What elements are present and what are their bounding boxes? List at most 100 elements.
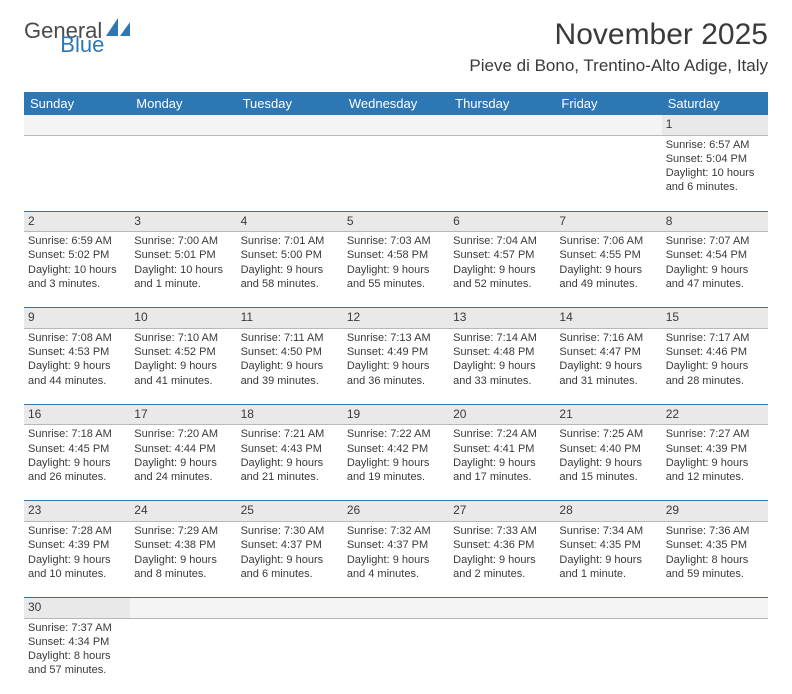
day-sr: Sunrise: 7:01 AM	[241, 234, 339, 248]
day-d1: Daylight: 9 hours	[666, 456, 764, 470]
day-ss: Sunset: 4:41 PM	[453, 442, 551, 456]
day-info-cell	[130, 618, 236, 694]
day-d2: and 15 minutes.	[559, 470, 657, 484]
day-number-cell	[662, 597, 768, 618]
day-info-cell: Sunrise: 7:21 AMSunset: 4:43 PMDaylight:…	[237, 425, 343, 501]
weekday-header: Friday	[555, 92, 661, 115]
day-d1: Daylight: 8 hours	[666, 553, 764, 567]
day-number-cell	[343, 115, 449, 135]
day-info-cell: Sunrise: 7:20 AMSunset: 4:44 PMDaylight:…	[130, 425, 236, 501]
day-info-cell: Sunrise: 6:59 AMSunset: 5:02 PMDaylight:…	[24, 232, 130, 308]
day-d1: Daylight: 9 hours	[347, 263, 445, 277]
day-sr: Sunrise: 7:30 AM	[241, 524, 339, 538]
day-number-cell: 4	[237, 211, 343, 232]
day-ss: Sunset: 5:00 PM	[241, 248, 339, 262]
day-d1: Daylight: 10 hours	[134, 263, 232, 277]
day-d2: and 52 minutes.	[453, 277, 551, 291]
day-d2: and 26 minutes.	[28, 470, 126, 484]
day-d1: Daylight: 9 hours	[134, 359, 232, 373]
day-info-row: Sunrise: 7:18 AMSunset: 4:45 PMDaylight:…	[24, 425, 768, 501]
day-sr: Sunrise: 7:21 AM	[241, 427, 339, 441]
day-sr: Sunrise: 7:16 AM	[559, 331, 657, 345]
day-info-cell: Sunrise: 7:33 AMSunset: 4:36 PMDaylight:…	[449, 521, 555, 597]
day-ss: Sunset: 4:39 PM	[28, 538, 126, 552]
day-sr: Sunrise: 6:59 AM	[28, 234, 126, 248]
day-d1: Daylight: 9 hours	[28, 359, 126, 373]
day-number-cell: 1	[662, 115, 768, 135]
day-sr: Sunrise: 7:03 AM	[347, 234, 445, 248]
day-info-cell: Sunrise: 7:10 AMSunset: 4:52 PMDaylight:…	[130, 328, 236, 404]
day-ss: Sunset: 4:40 PM	[559, 442, 657, 456]
day-d1: Daylight: 8 hours	[28, 649, 126, 663]
day-sr: Sunrise: 7:20 AM	[134, 427, 232, 441]
day-sr: Sunrise: 7:11 AM	[241, 331, 339, 345]
day-sr: Sunrise: 7:25 AM	[559, 427, 657, 441]
day-number-cell: 6	[449, 211, 555, 232]
day-number-cell	[555, 597, 661, 618]
day-ss: Sunset: 4:47 PM	[559, 345, 657, 359]
day-d1: Daylight: 9 hours	[559, 263, 657, 277]
day-d2: and 21 minutes.	[241, 470, 339, 484]
day-sr: Sunrise: 7:04 AM	[453, 234, 551, 248]
day-d2: and 12 minutes.	[666, 470, 764, 484]
day-info-cell: Sunrise: 7:14 AMSunset: 4:48 PMDaylight:…	[449, 328, 555, 404]
day-d1: Daylight: 10 hours	[28, 263, 126, 277]
day-number-cell: 19	[343, 404, 449, 425]
day-sr: Sunrise: 7:06 AM	[559, 234, 657, 248]
day-sr: Sunrise: 7:24 AM	[453, 427, 551, 441]
day-d2: and 41 minutes.	[134, 374, 232, 388]
day-number-cell: 25	[237, 501, 343, 522]
day-number-cell: 29	[662, 501, 768, 522]
day-d2: and 39 minutes.	[241, 374, 339, 388]
day-sr: Sunrise: 7:34 AM	[559, 524, 657, 538]
day-info-row: Sunrise: 6:57 AMSunset: 5:04 PMDaylight:…	[24, 135, 768, 211]
day-d2: and 6 minutes.	[666, 180, 764, 194]
title-block: November 2025 Pieve di Bono, Trentino-Al…	[469, 18, 768, 78]
day-d1: Daylight: 9 hours	[241, 456, 339, 470]
day-info-cell: Sunrise: 7:24 AMSunset: 4:41 PMDaylight:…	[449, 425, 555, 501]
logo-text-blue: Blue	[60, 32, 104, 57]
day-number-cell: 22	[662, 404, 768, 425]
day-d2: and 6 minutes.	[241, 567, 339, 581]
day-number-cell: 3	[130, 211, 236, 232]
day-number-row: 23242526272829	[24, 501, 768, 522]
day-number-row: 30	[24, 597, 768, 618]
weekday-header: Wednesday	[343, 92, 449, 115]
day-sr: Sunrise: 7:29 AM	[134, 524, 232, 538]
day-d1: Daylight: 9 hours	[453, 263, 551, 277]
day-info-cell: Sunrise: 6:57 AMSunset: 5:04 PMDaylight:…	[662, 135, 768, 211]
day-d2: and 28 minutes.	[666, 374, 764, 388]
day-info-cell: Sunrise: 7:25 AMSunset: 4:40 PMDaylight:…	[555, 425, 661, 501]
day-d2: and 1 minute.	[134, 277, 232, 291]
day-info-cell: Sunrise: 7:30 AMSunset: 4:37 PMDaylight:…	[237, 521, 343, 597]
day-info-row: Sunrise: 7:08 AMSunset: 4:53 PMDaylight:…	[24, 328, 768, 404]
day-sr: Sunrise: 7:32 AM	[347, 524, 445, 538]
day-info-cell: Sunrise: 7:16 AMSunset: 4:47 PMDaylight:…	[555, 328, 661, 404]
day-number-cell: 16	[24, 404, 130, 425]
day-number-cell	[343, 597, 449, 618]
day-info-row: Sunrise: 7:28 AMSunset: 4:39 PMDaylight:…	[24, 521, 768, 597]
day-d2: and 57 minutes.	[28, 663, 126, 677]
day-number-cell	[449, 597, 555, 618]
day-d2: and 17 minutes.	[453, 470, 551, 484]
day-number-row: 9101112131415	[24, 308, 768, 329]
day-info-cell	[130, 135, 236, 211]
day-info-cell	[555, 618, 661, 694]
day-info-cell	[343, 618, 449, 694]
day-d1: Daylight: 9 hours	[28, 553, 126, 567]
weekday-header: Sunday	[24, 92, 130, 115]
day-sr: Sunrise: 7:08 AM	[28, 331, 126, 345]
day-number-cell: 9	[24, 308, 130, 329]
day-number-cell: 23	[24, 501, 130, 522]
day-number-cell: 30	[24, 597, 130, 618]
location: Pieve di Bono, Trentino-Alto Adige, Ital…	[469, 56, 768, 76]
day-d2: and 36 minutes.	[347, 374, 445, 388]
day-info-cell: Sunrise: 7:36 AMSunset: 4:35 PMDaylight:…	[662, 521, 768, 597]
day-info-cell: Sunrise: 7:07 AMSunset: 4:54 PMDaylight:…	[662, 232, 768, 308]
day-d2: and 8 minutes.	[134, 567, 232, 581]
day-ss: Sunset: 4:36 PM	[453, 538, 551, 552]
day-ss: Sunset: 4:44 PM	[134, 442, 232, 456]
day-sr: Sunrise: 7:07 AM	[666, 234, 764, 248]
day-sr: Sunrise: 7:28 AM	[28, 524, 126, 538]
logo: General Blue	[24, 18, 176, 44]
